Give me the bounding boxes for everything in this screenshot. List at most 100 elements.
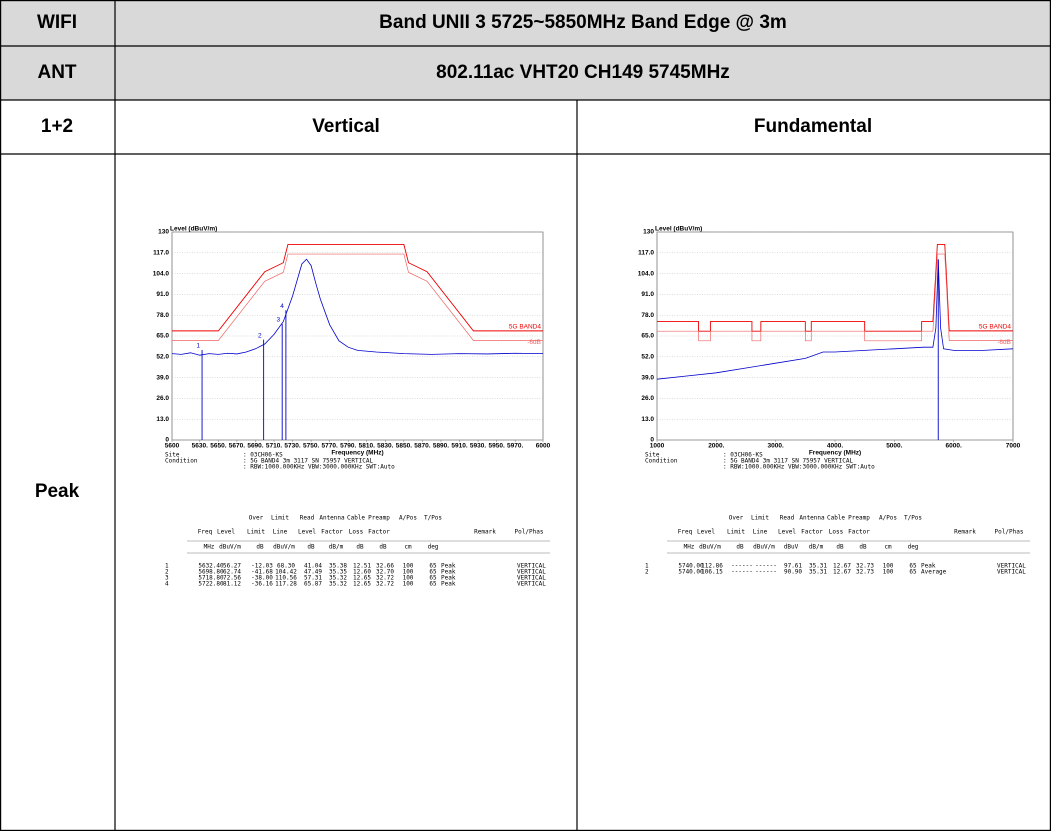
result-cell: 100 bbox=[403, 575, 414, 582]
limit-line bbox=[657, 244, 1013, 332]
result-cell: 12.67 bbox=[833, 569, 851, 576]
cell: 1+2 bbox=[41, 116, 73, 137]
x-tick-label: 5810. bbox=[359, 443, 375, 450]
result-cell: 5632.40 bbox=[198, 563, 224, 570]
x-tick-label: 5630. bbox=[192, 443, 208, 450]
cell: 802.11ac VHT20 CH149 5745MHz bbox=[436, 62, 730, 83]
x-tick-label: 5710. bbox=[266, 443, 282, 450]
result-header: Line bbox=[273, 529, 288, 536]
info-text: : RBW:1000.000KHz VBW:3000.000KHz SWT:Au… bbox=[243, 464, 395, 471]
result-cell: VERTICAL bbox=[517, 563, 546, 570]
result-cell: 3 bbox=[165, 575, 169, 582]
limit-line-6db bbox=[172, 253, 543, 341]
y-tick-label: 104.0 bbox=[638, 270, 655, 277]
result-header: Level bbox=[217, 529, 235, 536]
result-cell: -12.03 bbox=[251, 563, 273, 570]
result-cell: 35.32 bbox=[329, 575, 347, 582]
limit-label: 5G BAND4 bbox=[979, 324, 1012, 331]
x-tick-label: 5000. bbox=[886, 443, 902, 450]
info-text: : 5G BAND4 3m 3117 SN 75957 VERTICAL bbox=[243, 458, 373, 465]
info-text: : 03CH06-KS bbox=[243, 452, 283, 459]
x-tick-label: 5950. bbox=[488, 443, 504, 450]
y-tick-label: 78.0 bbox=[641, 312, 654, 319]
result-cell: -38.00 bbox=[251, 575, 273, 582]
info-text: Site bbox=[645, 452, 660, 459]
result-header: Read bbox=[780, 515, 795, 522]
result-header: Read bbox=[300, 515, 315, 522]
result-header: Loss bbox=[829, 529, 844, 536]
info-text: Condition bbox=[645, 458, 678, 465]
result-cell: 100 bbox=[883, 569, 894, 576]
result-cell: 117.28 bbox=[275, 581, 297, 588]
header-band bbox=[0, 0, 1051, 100]
cell: WIFI bbox=[37, 12, 77, 33]
result-unit: dB bbox=[859, 544, 867, 551]
result-cell: Peak bbox=[441, 581, 456, 588]
result-cell: 90.90 bbox=[784, 569, 802, 576]
x-tick-label: 5870. bbox=[414, 443, 430, 450]
result-cell: 2 bbox=[645, 569, 649, 576]
x-tick-label: 2000. bbox=[708, 443, 724, 450]
result-cell: Peak bbox=[441, 563, 456, 570]
result-unit: dB bbox=[356, 544, 364, 551]
trace bbox=[656, 259, 1014, 380]
result-cell: VERTICAL bbox=[997, 569, 1026, 576]
result-cell: 65 bbox=[429, 569, 437, 576]
result-cell: Peak bbox=[441, 575, 456, 582]
y-tick-label: 91.0 bbox=[156, 291, 169, 298]
x-tick-label: 5650. bbox=[210, 443, 226, 450]
x-axis-label: Frequency (MHz) bbox=[331, 450, 383, 457]
result-header: Limit bbox=[247, 529, 265, 536]
result-cell: Average bbox=[921, 569, 947, 576]
x-tick-label: 5910. bbox=[451, 443, 467, 450]
result-header: Preamp bbox=[848, 515, 870, 522]
result-cell: 65.87 bbox=[304, 581, 322, 588]
result-cell: 100 bbox=[403, 569, 414, 576]
x-tick-label: 5890. bbox=[433, 443, 449, 450]
x-tick-label: 5770. bbox=[322, 443, 338, 450]
y-tick-label: 52.0 bbox=[156, 354, 169, 361]
x-tick-label: 1000 bbox=[650, 443, 665, 450]
result-header: Cable bbox=[347, 515, 365, 522]
limit-line bbox=[172, 244, 543, 332]
limit-line-6db bbox=[657, 253, 1013, 342]
result-header: Factor bbox=[801, 529, 823, 536]
result-cell: ------ bbox=[731, 563, 753, 570]
result-cell: 65 bbox=[429, 581, 437, 588]
result-cell: 5718.80 bbox=[198, 575, 224, 582]
result-cell: 12.60 bbox=[353, 569, 371, 576]
limit-label-6db: -6dB bbox=[527, 339, 541, 346]
y-tick-label: 39.0 bbox=[156, 374, 169, 381]
result-cell: VERTICAL bbox=[997, 563, 1026, 570]
result-cell: 65 bbox=[909, 569, 917, 576]
result-cell: 100 bbox=[403, 563, 414, 570]
x-tick-label: 5730. bbox=[284, 443, 300, 450]
result-unit: dB bbox=[379, 544, 387, 551]
result-unit: deg bbox=[908, 544, 919, 551]
result-unit: dBuV bbox=[784, 544, 799, 551]
result-unit: dB bbox=[307, 544, 315, 551]
result-cell: 35.31 bbox=[809, 563, 827, 570]
result-cell: ------ bbox=[755, 569, 777, 576]
y-tick-label: 13.0 bbox=[156, 416, 169, 423]
limit-label-6db: -6dB bbox=[997, 339, 1011, 346]
x-tick-label: 5830. bbox=[377, 443, 393, 450]
row-label: Peak bbox=[35, 481, 80, 502]
result-header: Remark bbox=[954, 529, 976, 536]
result-unit: dBuV/m bbox=[699, 544, 721, 551]
info-text: Site bbox=[165, 452, 180, 459]
limit-label: 5G BAND4 bbox=[509, 324, 542, 331]
result-cell: 97.61 bbox=[784, 563, 802, 570]
x-tick-label: 5600 bbox=[165, 443, 180, 450]
result-header: T/Pos bbox=[904, 515, 922, 522]
cell: Vertical bbox=[312, 116, 380, 137]
result-cell: 5740.00 bbox=[678, 569, 704, 576]
result-header: A/Pos bbox=[879, 515, 897, 522]
marker-label: 3 bbox=[277, 317, 281, 324]
result-header: Level bbox=[778, 529, 796, 536]
x-tick-label: 5970. bbox=[507, 443, 523, 450]
result-cell: 57.31 bbox=[304, 575, 322, 582]
y-tick-label: 26.0 bbox=[641, 395, 654, 402]
result-header: Preamp bbox=[368, 515, 390, 522]
